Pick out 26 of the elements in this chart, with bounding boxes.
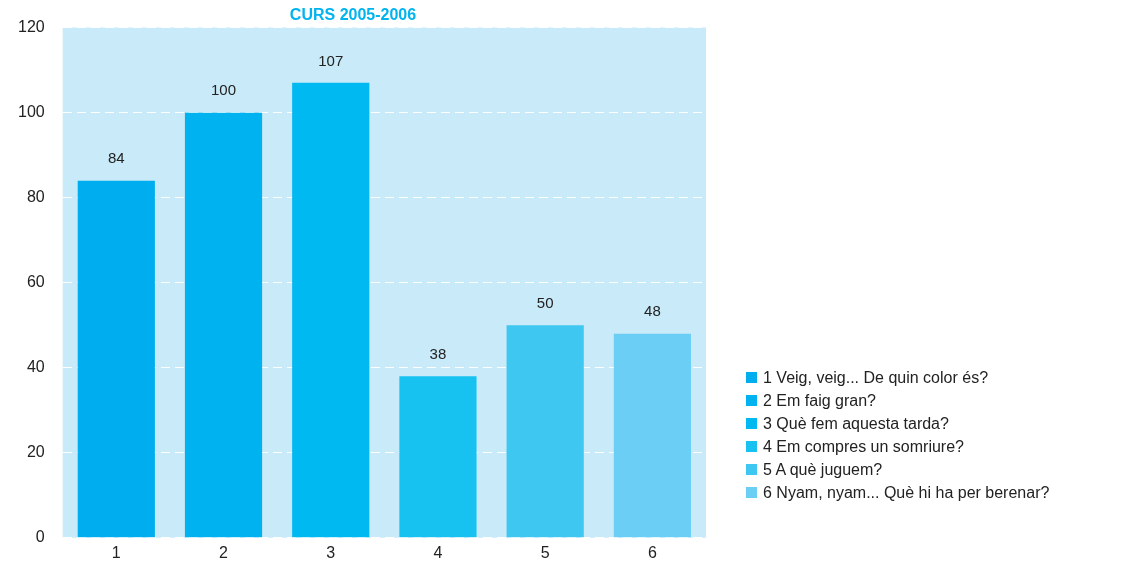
legend-label: 2 Em faig gran? (763, 391, 876, 411)
legend-label: 4 Em compres un somriure? (763, 437, 964, 457)
legend-label: 5 A què juguem? (763, 460, 883, 480)
x-tick-label: 2 (219, 543, 229, 561)
legend-label: 6 Nyam, nyam... Què hi ha per berenar? (763, 483, 1050, 503)
data-label: 38 (429, 344, 447, 362)
chart-title: CURS 2005-2006 (289, 6, 417, 24)
legend-label: 1 Veig, veig... De quin color és? (763, 368, 989, 388)
data-label: 50 (536, 293, 554, 311)
data-label: 48 (644, 302, 661, 320)
y-tick-label: 120 (17, 18, 45, 36)
x-tick-label: 4 (433, 543, 443, 561)
x-tick-label: 6 (647, 543, 657, 561)
y-tick-label: 0 (35, 528, 45, 546)
x-tick-label: 3 (326, 543, 336, 561)
y-tick-label: 60 (26, 273, 45, 291)
data-label: 84 (107, 149, 125, 167)
data-label: 107 (318, 51, 344, 69)
y-tick-label: 100 (17, 103, 45, 121)
x-tick-label: 5 (540, 543, 550, 561)
y-tick-label: 20 (26, 443, 45, 461)
x-tick-label: 1 (111, 543, 121, 561)
y-tick-label: 80 (26, 188, 45, 206)
legend-label: 3 Què fem aquesta tarda? (763, 414, 949, 434)
data-label: 100 (211, 81, 237, 99)
y-tick-label: 40 (26, 358, 45, 376)
